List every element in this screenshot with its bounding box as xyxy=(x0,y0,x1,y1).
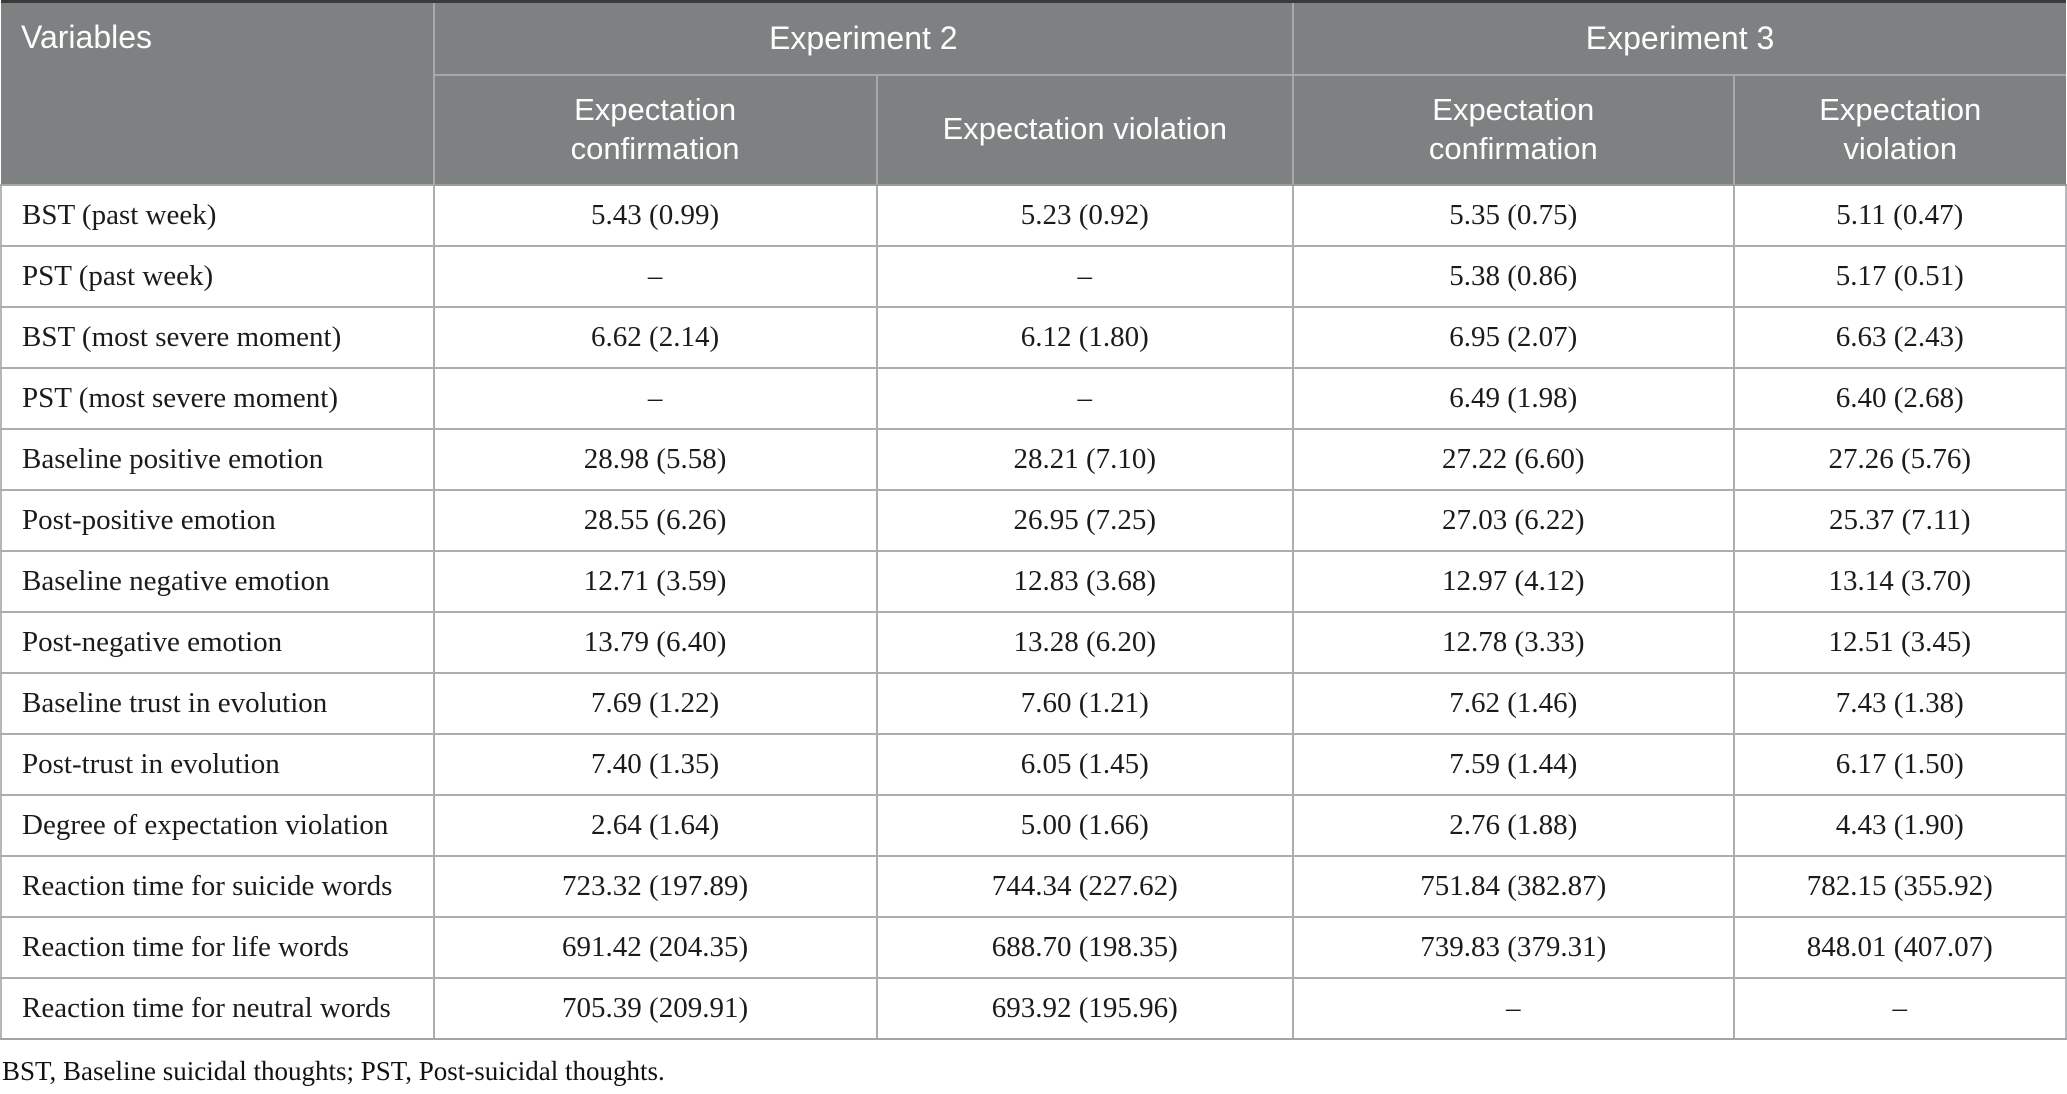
value-cell: 27.22 (6.60) xyxy=(1292,427,1735,491)
table-footnote: BST, Baseline suicidal thoughts; PST, Po… xyxy=(2,1055,665,1086)
value-cell: 691.42 (204.35) xyxy=(432,915,878,979)
variable-cell: PST (most severe moment) xyxy=(0,366,435,430)
table-row: Post-positive emotion 28.55 (6.26) 26.95… xyxy=(0,488,2067,552)
value-cell: – xyxy=(875,244,1295,308)
value-cell: 12.78 (3.33) xyxy=(1292,610,1735,674)
value-cell: 7.43 (1.38) xyxy=(1732,671,2067,735)
value-cell: 5.35 (0.75) xyxy=(1292,183,1735,247)
variables-column-header: Variables xyxy=(1,1,435,186)
value-cell: – xyxy=(432,366,878,430)
value-cell: 25.37 (7.11) xyxy=(1732,488,2067,552)
table-header: Variables Experiment 2 Experiment 3 Expe… xyxy=(1,1,2066,186)
value-cell: – xyxy=(432,244,878,308)
value-cell: – xyxy=(875,366,1295,430)
value-cell: 6.62 (2.14) xyxy=(432,305,878,369)
value-cell: 27.03 (6.22) xyxy=(1292,488,1735,552)
table-row: Baseline positive emotion 28.98 (5.58) 2… xyxy=(0,427,2067,491)
value-cell: 5.11 (0.47) xyxy=(1732,183,2067,247)
variable-cell: Post-positive emotion xyxy=(0,488,435,552)
value-cell: 7.62 (1.46) xyxy=(1292,671,1735,735)
value-cell: 6.40 (2.68) xyxy=(1732,366,2067,430)
value-cell: 5.38 (0.86) xyxy=(1292,244,1735,308)
value-cell: 6.12 (1.80) xyxy=(875,305,1295,369)
value-cell: – xyxy=(1292,976,1735,1040)
value-cell: 5.43 (0.99) xyxy=(432,183,878,247)
value-cell: 7.40 (1.35) xyxy=(432,732,878,796)
exp2-violation-header: Expectation violation xyxy=(875,73,1295,186)
value-cell: 6.63 (2.43) xyxy=(1732,305,2067,369)
value-cell: 13.28 (6.20) xyxy=(875,610,1295,674)
table-row: Baseline trust in evolution 7.69 (1.22) … xyxy=(0,671,2067,735)
value-cell: 5.23 (0.92) xyxy=(875,183,1295,247)
value-cell: 688.70 (198.35) xyxy=(875,915,1295,979)
value-cell: 693.92 (195.96) xyxy=(875,976,1295,1040)
header-group-row: Variables Experiment 2 Experiment 3 xyxy=(1,1,2066,186)
value-cell: 2.64 (1.64) xyxy=(432,793,878,857)
table-row: Post-negative emotion 13.79 (6.40) 13.28… xyxy=(0,610,2067,674)
value-cell: 12.83 (3.68) xyxy=(875,549,1295,613)
table-row: Reaction time for life words 691.42 (204… xyxy=(0,915,2067,979)
variable-cell: Baseline trust in evolution xyxy=(0,671,435,735)
table-row: BST (most severe moment) 6.62 (2.14) 6.1… xyxy=(0,305,2067,369)
table-body: BST (past week) 5.43 (0.99) 5.23 (0.92) … xyxy=(0,183,2067,1040)
value-cell: 751.84 (382.87) xyxy=(1292,854,1735,918)
table-row: Post-trust in evolution 7.40 (1.35) 6.05… xyxy=(0,732,2067,796)
value-cell: 7.60 (1.21) xyxy=(875,671,1295,735)
header-sub-row: Expectation confirmation Expectation vio… xyxy=(1,73,2066,186)
value-cell: 26.95 (7.25) xyxy=(875,488,1295,552)
experiment-2-header: Experiment 2 xyxy=(432,1,1295,76)
value-cell: 6.95 (2.07) xyxy=(1292,305,1735,369)
value-cell: – xyxy=(1732,976,2067,1040)
value-cell: 12.51 (3.45) xyxy=(1732,610,2067,674)
variable-cell: Reaction time for life words xyxy=(0,915,435,979)
variable-cell: BST (most severe moment) xyxy=(0,305,435,369)
value-cell: 5.00 (1.66) xyxy=(875,793,1295,857)
table-row: BST (past week) 5.43 (0.99) 5.23 (0.92) … xyxy=(0,183,2067,247)
variable-cell: Baseline negative emotion xyxy=(0,549,435,613)
variable-cell: PST (past week) xyxy=(0,244,435,308)
table-row: Baseline negative emotion 12.71 (3.59) 1… xyxy=(0,549,2067,613)
variable-cell: BST (past week) xyxy=(0,183,435,247)
value-cell: 13.14 (3.70) xyxy=(1732,549,2067,613)
variable-cell: Post-trust in evolution xyxy=(0,732,435,796)
table-row: PST (past week) – – 5.38 (0.86) 5.17 (0.… xyxy=(0,244,2067,308)
value-cell: 7.69 (1.22) xyxy=(432,671,878,735)
value-cell: 13.79 (6.40) xyxy=(432,610,878,674)
value-cell: 744.34 (227.62) xyxy=(875,854,1295,918)
value-cell: 4.43 (1.90) xyxy=(1732,793,2067,857)
value-cell: 705.39 (209.91) xyxy=(432,976,878,1040)
value-cell: 6.49 (1.98) xyxy=(1292,366,1735,430)
value-cell: 28.21 (7.10) xyxy=(875,427,1295,491)
table-row: PST (most severe moment) – – 6.49 (1.98)… xyxy=(0,366,2067,430)
value-cell: 848.01 (407.07) xyxy=(1732,915,2067,979)
variable-cell: Reaction time for neutral words xyxy=(0,976,435,1040)
variable-cell: Degree of expectation violation xyxy=(0,793,435,857)
value-cell: 27.26 (5.76) xyxy=(1732,427,2067,491)
variable-cell: Reaction time for suicide words xyxy=(0,854,435,918)
value-cell: 6.17 (1.50) xyxy=(1732,732,2067,796)
exp2-confirmation-header: Expectation confirmation xyxy=(433,73,878,186)
table-row: Reaction time for neutral words 705.39 (… xyxy=(0,976,2067,1040)
exp3-violation-header: Expectation violation xyxy=(1732,73,2066,186)
value-cell: 12.97 (4.12) xyxy=(1292,549,1735,613)
variable-cell: Post-negative emotion xyxy=(0,610,435,674)
value-cell: 2.76 (1.88) xyxy=(1292,793,1735,857)
value-cell: 6.05 (1.45) xyxy=(875,732,1295,796)
value-cell: 28.98 (5.58) xyxy=(432,427,878,491)
exp3-confirmation-header: Expectation confirmation xyxy=(1292,73,1735,186)
value-cell: 723.32 (197.89) xyxy=(432,854,878,918)
experiment-3-header: Experiment 3 xyxy=(1292,1,2066,76)
value-cell: 7.59 (1.44) xyxy=(1292,732,1735,796)
table-row: Reaction time for suicide words 723.32 (… xyxy=(0,854,2067,918)
value-cell: 739.83 (379.31) xyxy=(1292,915,1735,979)
table-row: Degree of expectation violation 2.64 (1.… xyxy=(0,793,2067,857)
value-cell: 12.71 (3.59) xyxy=(432,549,878,613)
summary-statistics-table: Variables Experiment 2 Experiment 3 Expe… xyxy=(0,0,2067,1040)
variable-cell: Baseline positive emotion xyxy=(0,427,435,491)
value-cell: 782.15 (355.92) xyxy=(1732,854,2067,918)
value-cell: 28.55 (6.26) xyxy=(432,488,878,552)
value-cell: 5.17 (0.51) xyxy=(1732,244,2067,308)
